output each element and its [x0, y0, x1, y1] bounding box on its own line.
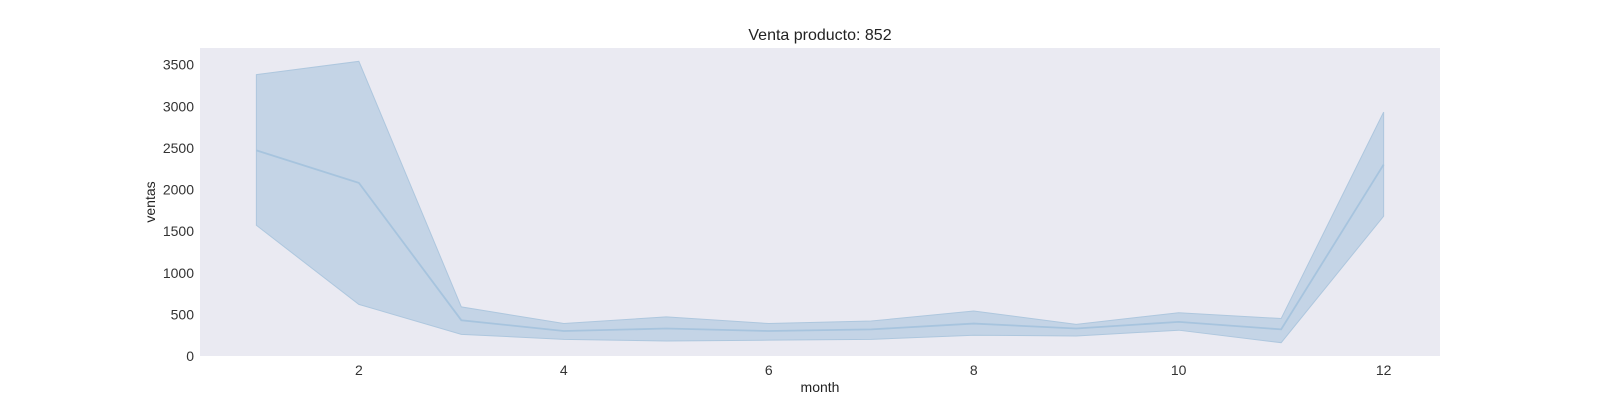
y-tick-label: 3000 — [163, 98, 194, 114]
y-tick-label: 1500 — [163, 223, 194, 239]
y-tick-label: 1000 — [163, 265, 194, 281]
x-tick-label: 12 — [1376, 362, 1392, 378]
series-line — [256, 149, 1385, 332]
y-tick-label: 500 — [171, 306, 195, 322]
y-tick-label: 2500 — [163, 140, 194, 156]
x-tick-label: 4 — [560, 362, 568, 378]
chart-title: Venta producto: 852 — [748, 27, 891, 44]
y-axis-label: ventas — [142, 181, 158, 222]
x-axis-label: month — [801, 379, 840, 395]
confidence-band — [255, 60, 1385, 344]
y-axis-ticks: 0 500 1000 1500 2000 2500 3000 3500 — [163, 57, 194, 364]
y-tick-label: 0 — [186, 348, 194, 364]
x-tick-label: 10 — [1171, 362, 1187, 378]
x-tick-label: 2 — [355, 362, 363, 378]
x-axis-ticks: 2 4 6 8 10 12 — [355, 362, 1392, 378]
series-line-layer — [256, 149, 1385, 332]
y-tick-label: 2000 — [163, 182, 194, 198]
x-tick-label: 8 — [970, 362, 978, 378]
x-tick-label: 6 — [765, 362, 773, 378]
confidence-band-layer — [255, 60, 1385, 344]
y-tick-label: 3500 — [163, 57, 194, 73]
